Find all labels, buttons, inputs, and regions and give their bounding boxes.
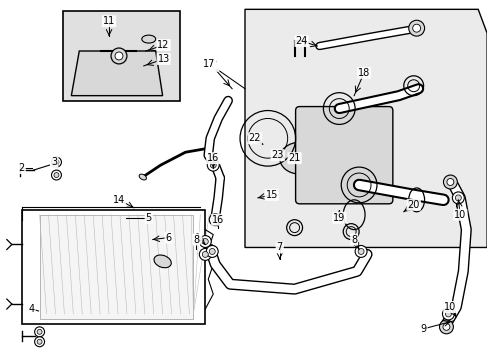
Text: 3: 3 [51, 157, 58, 167]
Circle shape [54, 172, 59, 177]
Circle shape [451, 192, 463, 204]
Text: 24: 24 [295, 36, 307, 46]
Circle shape [446, 179, 453, 185]
Circle shape [412, 24, 420, 32]
Circle shape [115, 52, 122, 60]
Circle shape [202, 239, 208, 244]
Circle shape [202, 251, 208, 257]
Circle shape [54, 159, 59, 165]
Circle shape [442, 308, 453, 320]
Text: 1: 1 [195, 233, 201, 243]
Text: 22: 22 [248, 133, 261, 143]
Ellipse shape [154, 255, 171, 268]
Circle shape [408, 20, 424, 36]
Text: 10: 10 [444, 302, 456, 312]
Text: 12: 12 [157, 40, 169, 50]
Ellipse shape [142, 35, 155, 43]
Circle shape [51, 157, 61, 167]
Circle shape [199, 248, 211, 260]
Circle shape [357, 248, 364, 255]
Text: 2: 2 [19, 163, 25, 173]
Bar [63, 11, 180, 100]
Circle shape [209, 248, 215, 255]
Text: 6: 6 [165, 233, 171, 243]
Text: 17: 17 [205, 61, 218, 71]
Circle shape [442, 323, 449, 330]
Polygon shape [71, 51, 163, 96]
Circle shape [35, 327, 44, 337]
Circle shape [37, 329, 42, 334]
Text: 16: 16 [212, 215, 224, 225]
Text: 17: 17 [203, 59, 215, 69]
Text: 16: 16 [207, 153, 219, 163]
Text: 10: 10 [453, 210, 466, 220]
Text: 19: 19 [332, 213, 345, 223]
Text: 8: 8 [193, 234, 199, 244]
Circle shape [445, 311, 450, 317]
Bar [21, 210, 205, 324]
Circle shape [207, 159, 219, 171]
Circle shape [443, 175, 456, 189]
Circle shape [439, 320, 452, 334]
Polygon shape [244, 9, 486, 247]
FancyBboxPatch shape [295, 107, 392, 204]
Text: 14: 14 [113, 195, 125, 205]
Text: 11: 11 [102, 16, 115, 26]
Circle shape [111, 48, 127, 64]
Text: 18: 18 [357, 68, 369, 78]
Circle shape [37, 339, 42, 344]
Ellipse shape [139, 174, 146, 180]
Bar [40, 215, 193, 319]
Circle shape [210, 162, 216, 168]
Text: 7: 7 [276, 243, 282, 252]
Text: 4: 4 [28, 304, 35, 314]
Text: 23: 23 [271, 150, 284, 160]
Text: 15: 15 [265, 190, 277, 200]
Text: 13: 13 [157, 54, 169, 64]
Text: 5: 5 [145, 213, 152, 223]
Text: 8: 8 [350, 234, 356, 244]
Text: 9: 9 [420, 324, 426, 334]
Circle shape [35, 337, 44, 347]
Circle shape [354, 246, 366, 257]
Circle shape [206, 246, 218, 257]
Circle shape [51, 170, 61, 180]
Circle shape [212, 217, 218, 223]
Text: 20: 20 [407, 200, 419, 210]
Text: 21: 21 [288, 153, 300, 163]
Circle shape [209, 214, 221, 226]
Circle shape [199, 235, 211, 247]
Circle shape [454, 195, 460, 201]
Ellipse shape [279, 142, 319, 174]
